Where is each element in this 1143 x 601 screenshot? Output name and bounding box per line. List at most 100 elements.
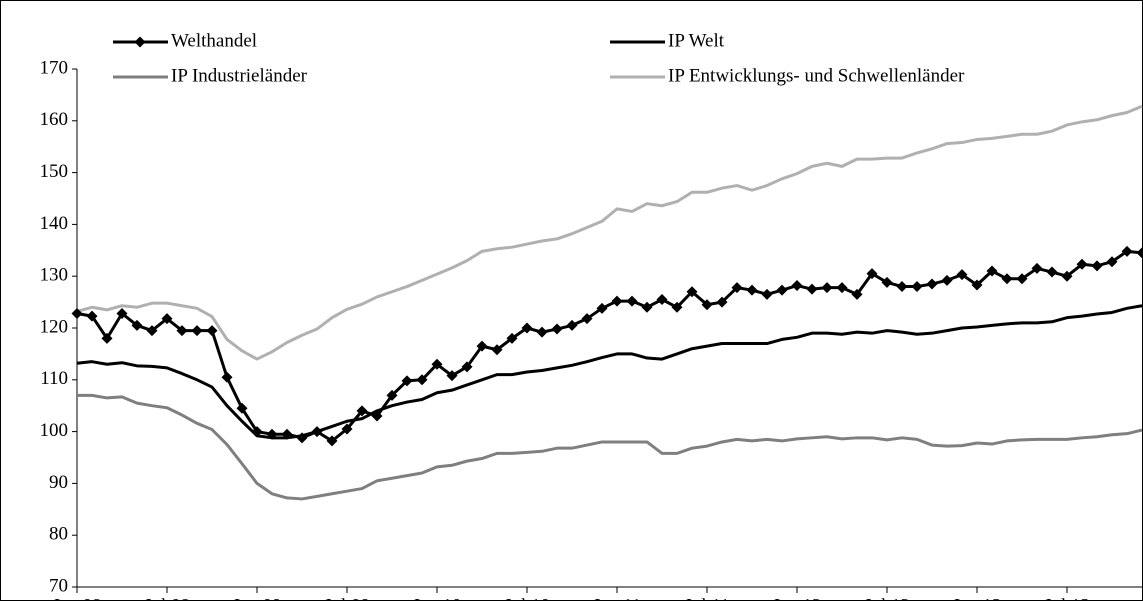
legend-label: IP Welt <box>668 30 725 51</box>
data-point <box>1121 245 1133 257</box>
x-tick-label: Jan 09 <box>232 595 281 601</box>
data-point <box>251 426 263 438</box>
data-point <box>956 269 968 281</box>
data-point <box>356 405 368 417</box>
x-tick-label: Jul 09 <box>324 595 370 601</box>
data-point <box>701 299 713 311</box>
data-point <box>281 428 293 440</box>
data-point <box>431 358 443 370</box>
legend-label: IP Entwicklungs- und Schwellenländer <box>668 65 965 86</box>
data-point <box>161 313 173 325</box>
data-point <box>491 344 503 356</box>
y-tick-label: 110 <box>40 368 68 389</box>
data-point <box>176 325 188 337</box>
data-point <box>1046 266 1058 278</box>
y-tick-label: 170 <box>40 57 69 78</box>
data-point <box>131 319 143 331</box>
data-point <box>566 319 578 331</box>
data-point <box>866 268 878 280</box>
x-tick-label: Jan 10 <box>412 595 461 601</box>
x-tick-label: Jul 13 <box>1044 595 1090 601</box>
data-point <box>536 326 548 338</box>
data-point <box>821 282 833 294</box>
legend-label: Welthandel <box>171 30 257 51</box>
data-point <box>611 295 623 307</box>
data-point <box>971 279 983 291</box>
data-point <box>941 274 953 286</box>
data-point <box>896 281 908 293</box>
data-point <box>746 284 758 296</box>
data-point <box>1106 256 1118 268</box>
data-point <box>326 435 338 447</box>
data-point <box>881 276 893 288</box>
data-point <box>371 410 383 422</box>
data-point <box>1136 247 1143 259</box>
data-point <box>521 322 533 334</box>
data-point <box>146 325 158 337</box>
data-point <box>776 284 788 296</box>
data-point <box>191 325 203 337</box>
data-point <box>401 375 413 387</box>
data-point <box>686 286 698 298</box>
y-tick-label: 90 <box>49 472 68 493</box>
data-point <box>461 361 473 373</box>
data-point <box>1001 273 1013 285</box>
y-tick-label: 70 <box>49 575 68 596</box>
x-tick-label: Jan 11 <box>593 595 641 601</box>
data-point <box>911 281 923 293</box>
y-tick-label: 160 <box>40 109 69 130</box>
data-point <box>761 288 773 300</box>
data-point <box>1076 258 1088 270</box>
data-point <box>1031 262 1043 274</box>
y-tick-label: 120 <box>40 316 69 337</box>
data-point <box>791 280 803 292</box>
data-point <box>716 296 728 308</box>
data-point <box>266 428 278 440</box>
y-tick-label: 130 <box>40 265 69 286</box>
series-line <box>76 104 1143 361</box>
data-point <box>101 332 113 344</box>
data-point <box>1091 260 1103 272</box>
data-point <box>341 423 353 435</box>
data-point <box>806 283 818 295</box>
data-point <box>221 371 233 383</box>
x-tick-label: Jul 12 <box>864 595 910 601</box>
data-point <box>551 323 563 335</box>
data-point <box>236 402 248 414</box>
data-point <box>386 389 398 401</box>
data-point <box>1016 273 1028 285</box>
data-point <box>116 307 128 319</box>
data-point <box>836 282 848 294</box>
y-tick-label: 80 <box>49 524 68 545</box>
data-point <box>656 294 668 306</box>
x-tick-label: Jan 13 <box>952 595 1001 601</box>
y-tick-label: 140 <box>40 213 69 234</box>
x-tick-label: Jan 08 <box>52 595 101 601</box>
data-point <box>581 313 593 325</box>
data-point <box>416 374 428 386</box>
data-point <box>851 288 863 300</box>
data-point <box>206 325 218 337</box>
legend-label: IP Industrieländer <box>171 65 308 86</box>
legend-marker <box>134 36 146 48</box>
x-tick-label: Jul 10 <box>504 595 550 601</box>
x-tick-label: Jan 12 <box>772 595 821 601</box>
data-point <box>986 265 998 277</box>
data-point <box>71 307 83 319</box>
data-point <box>296 432 308 444</box>
data-point <box>671 301 683 313</box>
x-tick-label: Jul 11 <box>684 595 729 601</box>
data-point <box>596 302 608 314</box>
data-point <box>446 370 458 382</box>
data-point <box>476 340 488 352</box>
data-point <box>626 295 638 307</box>
data-point <box>506 332 518 344</box>
y-tick-label: 100 <box>40 420 69 441</box>
data-point <box>926 278 938 290</box>
data-point <box>731 282 743 294</box>
data-point <box>641 301 653 313</box>
data-point <box>86 310 98 322</box>
